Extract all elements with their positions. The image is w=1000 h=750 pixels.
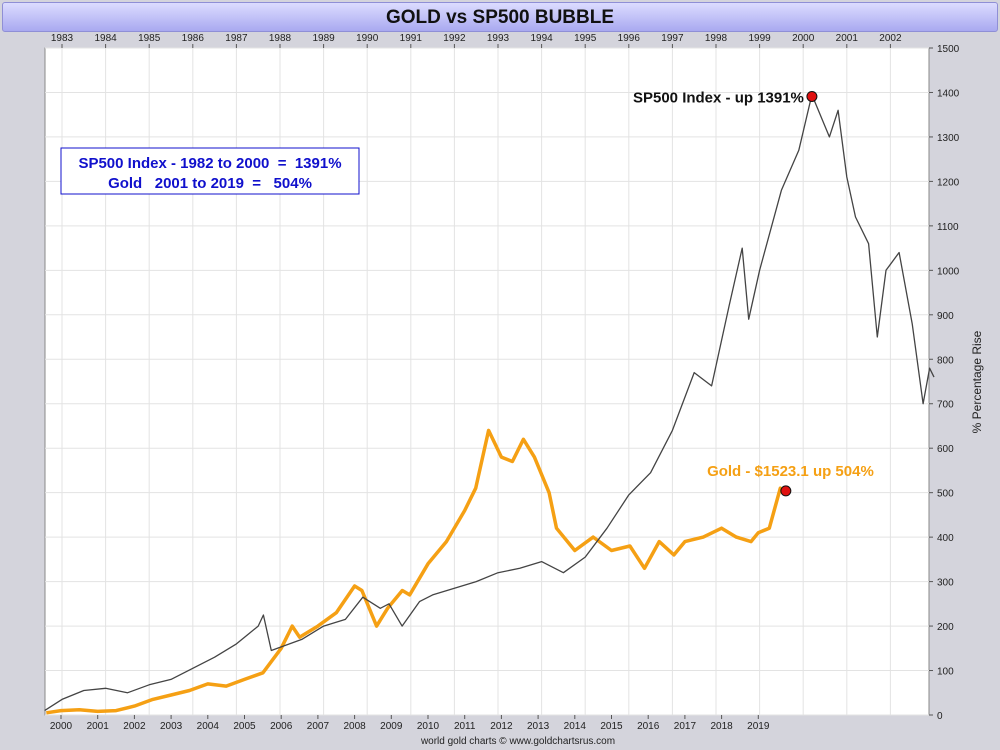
bottom-tick-label: 2010 [417,721,440,732]
y-tick-label: 400 [937,533,954,544]
gold-series-line [46,428,787,715]
legend-box-frame [60,147,360,195]
bottom-tick-label: 2000 [50,721,73,732]
gold-annotation: Gold - $1523.1 up 504% [707,463,874,480]
bottom-tick-label: 2013 [527,721,550,732]
legend-box: SP500 Index - 1982 to 2000 = 1391% Gold … [60,147,360,195]
top-tick-label: 1985 [138,33,161,44]
top-tick-label: 1984 [94,33,117,44]
sp500-peak-marker [806,90,818,102]
bottom-tick-label: 2011 [454,721,476,732]
bottom-tick-label: 2005 [233,721,256,732]
y-tick-label: 700 [937,400,954,411]
legend-line-gold: Gold 2001 to 2019 = 504% [108,175,312,192]
y-tick-label: 1000 [937,266,960,277]
bottom-tick-label: 2016 [637,721,660,732]
top-tick-label: 1991 [400,33,423,44]
bottom-tick-label: 2018 [710,721,733,732]
y-tick-label: 500 [937,489,954,500]
top-tick-label: 1987 [225,33,248,44]
right-axis: 0 100 200 300 400 500 600 700 800 900 1000 1100 1200… [929,44,960,722]
top-tick-label: 1988 [269,33,292,44]
marker-layer: SP500 Index - up 1391% Gold - $1523.1 up … [633,89,874,497]
y-tick-label: 1300 [937,133,960,144]
top-axis: 1983 1984 1985 1986 1987 1988 1989 1990 1991 1992… [51,33,902,48]
bottom-tick-label: 2006 [270,721,293,732]
title-bar: GOLD vs SP500 BUBBLE [2,2,998,32]
top-tick-label: 1997 [661,33,684,44]
y-tick-label: 300 [937,578,954,589]
top-tick-label: 2001 [836,33,859,44]
top-tick-label: 1986 [182,33,205,44]
top-tick-label: 1998 [705,33,728,44]
y-tick-label: 0 [937,711,943,722]
bottom-tick-label: 2002 [123,721,146,732]
top-tick-label: 1989 [312,33,335,44]
top-tick-label: 2002 [879,33,902,44]
bottom-tick-label: 2009 [380,721,403,732]
top-tick-label: 1994 [530,33,553,44]
bottom-tick-label: 2007 [307,721,330,732]
y-tick-label: 1500 [937,44,960,55]
top-tick-label: 2000 [792,33,815,44]
legend-line-sp500: SP500 Index - 1982 to 2000 = 1391% [78,155,341,172]
bottom-tick-label: 2003 [160,721,183,732]
footer-credit: world gold charts © www.goldchartsrus.co… [420,736,615,747]
gold-current-marker [780,485,792,497]
top-tick-label: 1992 [443,33,466,44]
top-tick-label: 1999 [748,33,771,44]
y-tick-label: 1100 [937,222,959,233]
top-tick-label: 1990 [356,33,379,44]
top-tick-label: 1993 [487,33,510,44]
sp500-annotation: SP500 Index - up 1391% [633,89,804,106]
bottom-tick-label: 2019 [747,721,770,732]
top-tick-label: 1995 [574,33,597,44]
sp500-series-line [44,94,935,712]
bottom-tick-label: 2015 [600,721,623,732]
bottom-tick-label: 2004 [197,721,220,732]
top-tick-label: 1983 [51,33,74,44]
bottom-axis: 2000 2001 2002 2003 2004 2005 2006 2007 2008 2009… [50,715,770,732]
y-tick-label: 200 [937,622,954,633]
y-tick-label: 900 [937,311,954,322]
bottom-tick-label: 2008 [343,721,366,732]
series-layer [44,94,935,715]
y-tick-label: 800 [937,355,954,366]
grid [45,47,929,716]
bottom-tick-label: 2012 [490,721,513,732]
y-tick-label: 100 [937,667,954,678]
bottom-tick-label: 2001 [87,721,110,732]
y-tick-label: 1200 [937,177,960,188]
bottom-tick-label: 2014 [564,721,587,732]
top-tick-label: 1996 [618,33,641,44]
chart-title: GOLD vs SP500 BUBBLE [385,7,615,28]
y-tick-label: 600 [937,444,954,455]
y-axis-label: % Percentage Rise [970,330,984,433]
y-tick-label: 1400 [937,88,960,99]
bottom-tick-label: 2017 [674,721,697,732]
